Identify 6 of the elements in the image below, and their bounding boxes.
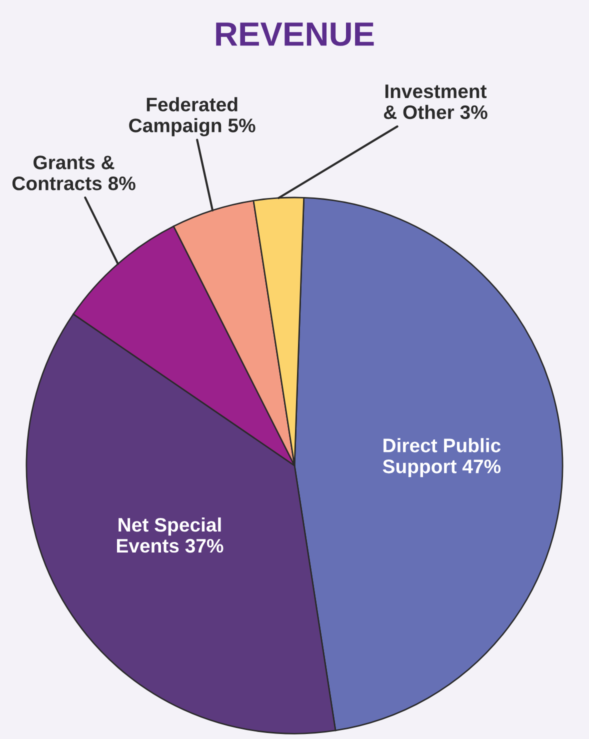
chart-title: REVENUE xyxy=(216,22,374,46)
slice-label: Investment & Other 3% xyxy=(384,84,488,120)
slice-label: Federated Campaign 5% xyxy=(129,97,256,136)
slice-label: Net Special Events 37% xyxy=(117,517,224,553)
slice-label: Direct Public Support 47% xyxy=(382,438,501,478)
slice-label: Grants & Contracts 8% xyxy=(12,156,136,190)
